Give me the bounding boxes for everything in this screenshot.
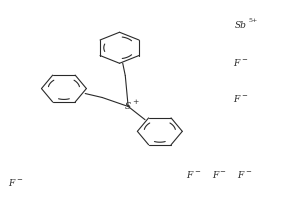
Text: F: F bbox=[238, 171, 244, 180]
Text: F: F bbox=[233, 59, 240, 68]
Text: −: − bbox=[241, 57, 247, 64]
Text: F: F bbox=[212, 171, 218, 180]
Text: F: F bbox=[233, 95, 240, 104]
Text: +: + bbox=[132, 98, 138, 106]
Text: F: F bbox=[9, 179, 15, 188]
Text: −: − bbox=[246, 168, 251, 176]
Text: F: F bbox=[186, 171, 192, 180]
Text: −: − bbox=[241, 92, 247, 100]
Text: −: − bbox=[194, 168, 200, 176]
Text: −: − bbox=[17, 176, 22, 184]
Text: −: − bbox=[220, 168, 226, 176]
Text: Sb: Sb bbox=[235, 21, 247, 30]
Text: 5+: 5+ bbox=[248, 18, 257, 23]
Text: S: S bbox=[125, 102, 131, 111]
